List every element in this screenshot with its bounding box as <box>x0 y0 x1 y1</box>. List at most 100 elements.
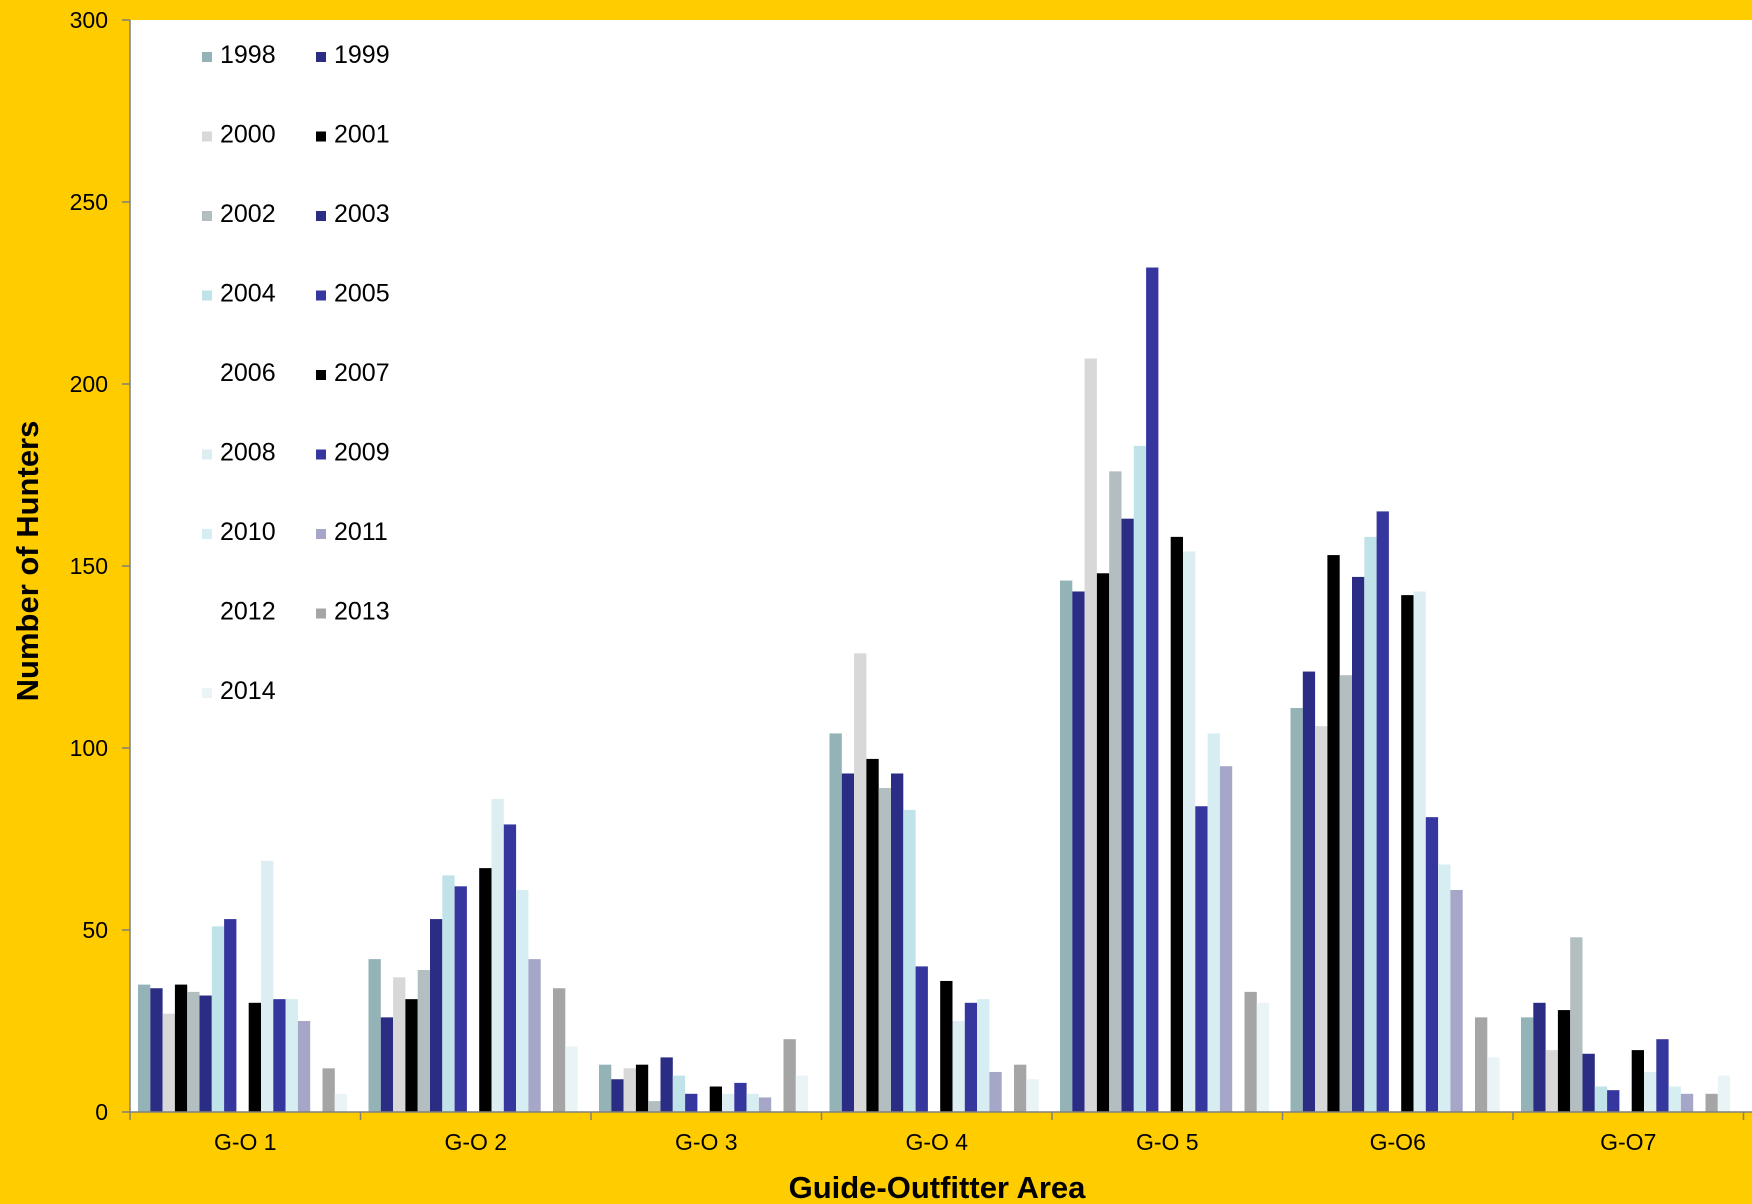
bar-2014-G-O7 <box>1718 1076 1730 1112</box>
bar-2009-G-O6 <box>1426 817 1438 1112</box>
bar-2009-G-O5 <box>1195 806 1207 1112</box>
bar-1998-G-O3 <box>599 1065 611 1112</box>
x-tick-label: G-O 2 <box>444 1129 507 1155</box>
y-axis-ticks: 0 50 100 150 200 250 300 <box>70 7 130 1125</box>
legend-label: 2013 <box>334 598 390 626</box>
y-tick-label: 0 <box>95 1099 108 1125</box>
bar-2001-G-O2 <box>405 999 417 1112</box>
bar-1998-G-O4 <box>830 733 842 1112</box>
legend-swatch <box>316 529 326 539</box>
legend-swatch <box>316 52 326 62</box>
bar-2013-G-O3 <box>784 1039 796 1112</box>
bar-2007-G-O2 <box>479 868 491 1112</box>
bar-2000-G-O4 <box>854 653 866 1112</box>
legend-label: 2009 <box>334 439 390 467</box>
bar-2010-G-O1 <box>286 999 298 1112</box>
bar-2005-G-O7 <box>1607 1090 1619 1112</box>
bar-2011-G-O5 <box>1220 766 1232 1112</box>
bar-2007-G-O6 <box>1401 595 1413 1112</box>
bar-2009-G-O4 <box>965 1003 977 1112</box>
bar-2011-G-O4 <box>989 1072 1001 1112</box>
bar-2000-G-O1 <box>163 1014 175 1112</box>
y-tick-label: 300 <box>70 7 108 33</box>
x-tick-label: G-O 3 <box>675 1129 738 1155</box>
bar-2010-G-O3 <box>747 1094 759 1112</box>
bar-2013-G-O6 <box>1475 1017 1487 1112</box>
bar-2014-G-O2 <box>565 1046 577 1112</box>
bar-2008-G-O5 <box>1183 551 1195 1112</box>
y-axis-title: Number of Hunters <box>10 421 45 702</box>
legend-swatch <box>316 291 326 301</box>
legend-swatch <box>316 370 326 380</box>
bar-2003-G-O4 <box>891 773 903 1112</box>
bar-2000-G-O5 <box>1085 359 1097 1112</box>
bar-1999-G-O5 <box>1072 591 1084 1112</box>
bar-2009-G-O2 <box>504 824 516 1112</box>
bar-2004-G-O1 <box>212 926 224 1112</box>
bar-2002-G-O5 <box>1109 471 1121 1112</box>
bar-2002-G-O2 <box>418 970 430 1112</box>
bar-2009-G-O3 <box>734 1083 746 1112</box>
legend-swatch <box>202 450 212 460</box>
bar-2002-G-O4 <box>879 788 891 1112</box>
legend-label: 2002 <box>220 200 276 228</box>
legend-label: 2006 <box>220 359 276 387</box>
bar-2013-G-O5 <box>1245 992 1257 1112</box>
bar-2014-G-O1 <box>335 1094 347 1112</box>
bar-2005-G-O2 <box>455 886 467 1112</box>
bar-2010-G-O7 <box>1669 1087 1681 1112</box>
bar-2008-G-O2 <box>492 799 504 1112</box>
bar-2005-G-O6 <box>1377 511 1389 1112</box>
bar-2007-G-O3 <box>710 1087 722 1112</box>
bar-2013-G-O2 <box>553 988 565 1112</box>
bar-2007-G-O7 <box>1632 1050 1644 1112</box>
bar-2003-G-O3 <box>661 1057 673 1112</box>
legend-label: 1999 <box>334 41 390 69</box>
legend-label: 2012 <box>220 598 276 626</box>
bar-1999-G-O1 <box>150 988 162 1112</box>
bar-2014-G-O5 <box>1257 1003 1269 1112</box>
bar-2003-G-O6 <box>1352 577 1364 1112</box>
bar-2008-G-O3 <box>722 1094 734 1112</box>
bar-1999-G-O7 <box>1533 1003 1545 1112</box>
bar-2011-G-O6 <box>1450 890 1462 1112</box>
bar-2013-G-O4 <box>1014 1065 1026 1112</box>
bar-2005-G-O3 <box>685 1094 697 1112</box>
bar-2003-G-O5 <box>1122 519 1134 1112</box>
legend-label: 1998 <box>220 41 276 69</box>
bar-2011-G-O1 <box>298 1021 310 1112</box>
bar-1999-G-O3 <box>611 1079 623 1112</box>
legend-swatch <box>316 609 326 619</box>
x-tick-label: G-O 4 <box>905 1129 968 1155</box>
bar-1998-G-O6 <box>1291 708 1303 1112</box>
bar-1999-G-O6 <box>1303 672 1315 1112</box>
bar-2001-G-O7 <box>1558 1010 1570 1112</box>
x-tick-label: G-O7 <box>1600 1129 1656 1155</box>
bar-1998-G-O1 <box>138 985 150 1112</box>
x-tick-label: G-O6 <box>1370 1129 1426 1155</box>
legend-swatch <box>316 132 326 142</box>
bar-2000-G-O3 <box>624 1068 636 1112</box>
x-tick-label: G-O 1 <box>214 1129 277 1155</box>
bar-2003-G-O7 <box>1583 1054 1595 1112</box>
y-tick-label: 250 <box>70 189 108 215</box>
bar-1999-G-O4 <box>842 773 854 1112</box>
bar-2001-G-O3 <box>636 1065 648 1112</box>
legend-swatch <box>202 688 212 698</box>
bar-2000-G-O7 <box>1546 1050 1558 1112</box>
bar-2008-G-O1 <box>261 861 273 1112</box>
bar-2001-G-O5 <box>1097 573 1109 1112</box>
bar-2010-G-O4 <box>977 999 989 1112</box>
bar-2001-G-O6 <box>1327 555 1339 1112</box>
bar-2005-G-O5 <box>1146 268 1158 1112</box>
bar-2009-G-O1 <box>273 999 285 1112</box>
bar-2004-G-O2 <box>442 875 454 1112</box>
bar-2004-G-O5 <box>1134 446 1146 1112</box>
bar-1999-G-O2 <box>381 1017 393 1112</box>
bar-2011-G-O7 <box>1681 1094 1693 1112</box>
bar-2014-G-O4 <box>1026 1079 1038 1112</box>
bar-2008-G-O6 <box>1414 591 1426 1112</box>
bar-2014-G-O6 <box>1487 1057 1499 1112</box>
legend-swatch <box>202 211 212 221</box>
